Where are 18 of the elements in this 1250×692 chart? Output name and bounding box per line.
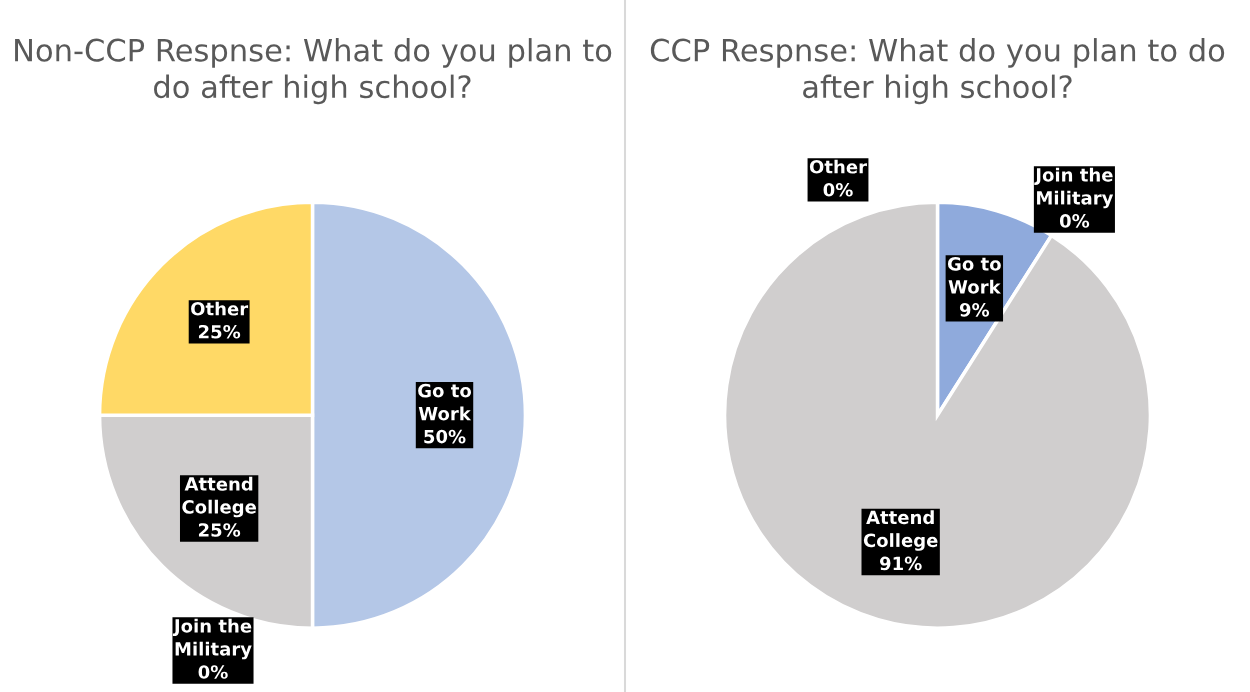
chart-title: Non-CCP Respnse: What do you plan to do after high school? [15,38,612,105]
text: 0% [1059,214,1090,228]
text: 0% [823,182,853,197]
chart-title: CCP Respnse: What do you plan to do after high school? [650,38,1225,105]
data-label: 50% [424,429,466,444]
data-label: 25% [198,324,241,339]
slice-label: Go to Work [418,383,472,421]
category-label: Other [809,159,867,174]
category-label: Join the Military [1034,167,1114,209]
data-label: 91% [879,556,922,571]
data-label: 25% [198,523,241,537]
slice-label: Attend College [863,510,938,551]
slice-label: Other [191,301,249,316]
text: 0% [198,665,228,679]
slice-label: Attend College [182,476,256,518]
data-label: 9% [959,302,990,317]
category-label: Join the Military [172,618,252,660]
slice-label: Go to Work [947,257,1001,294]
